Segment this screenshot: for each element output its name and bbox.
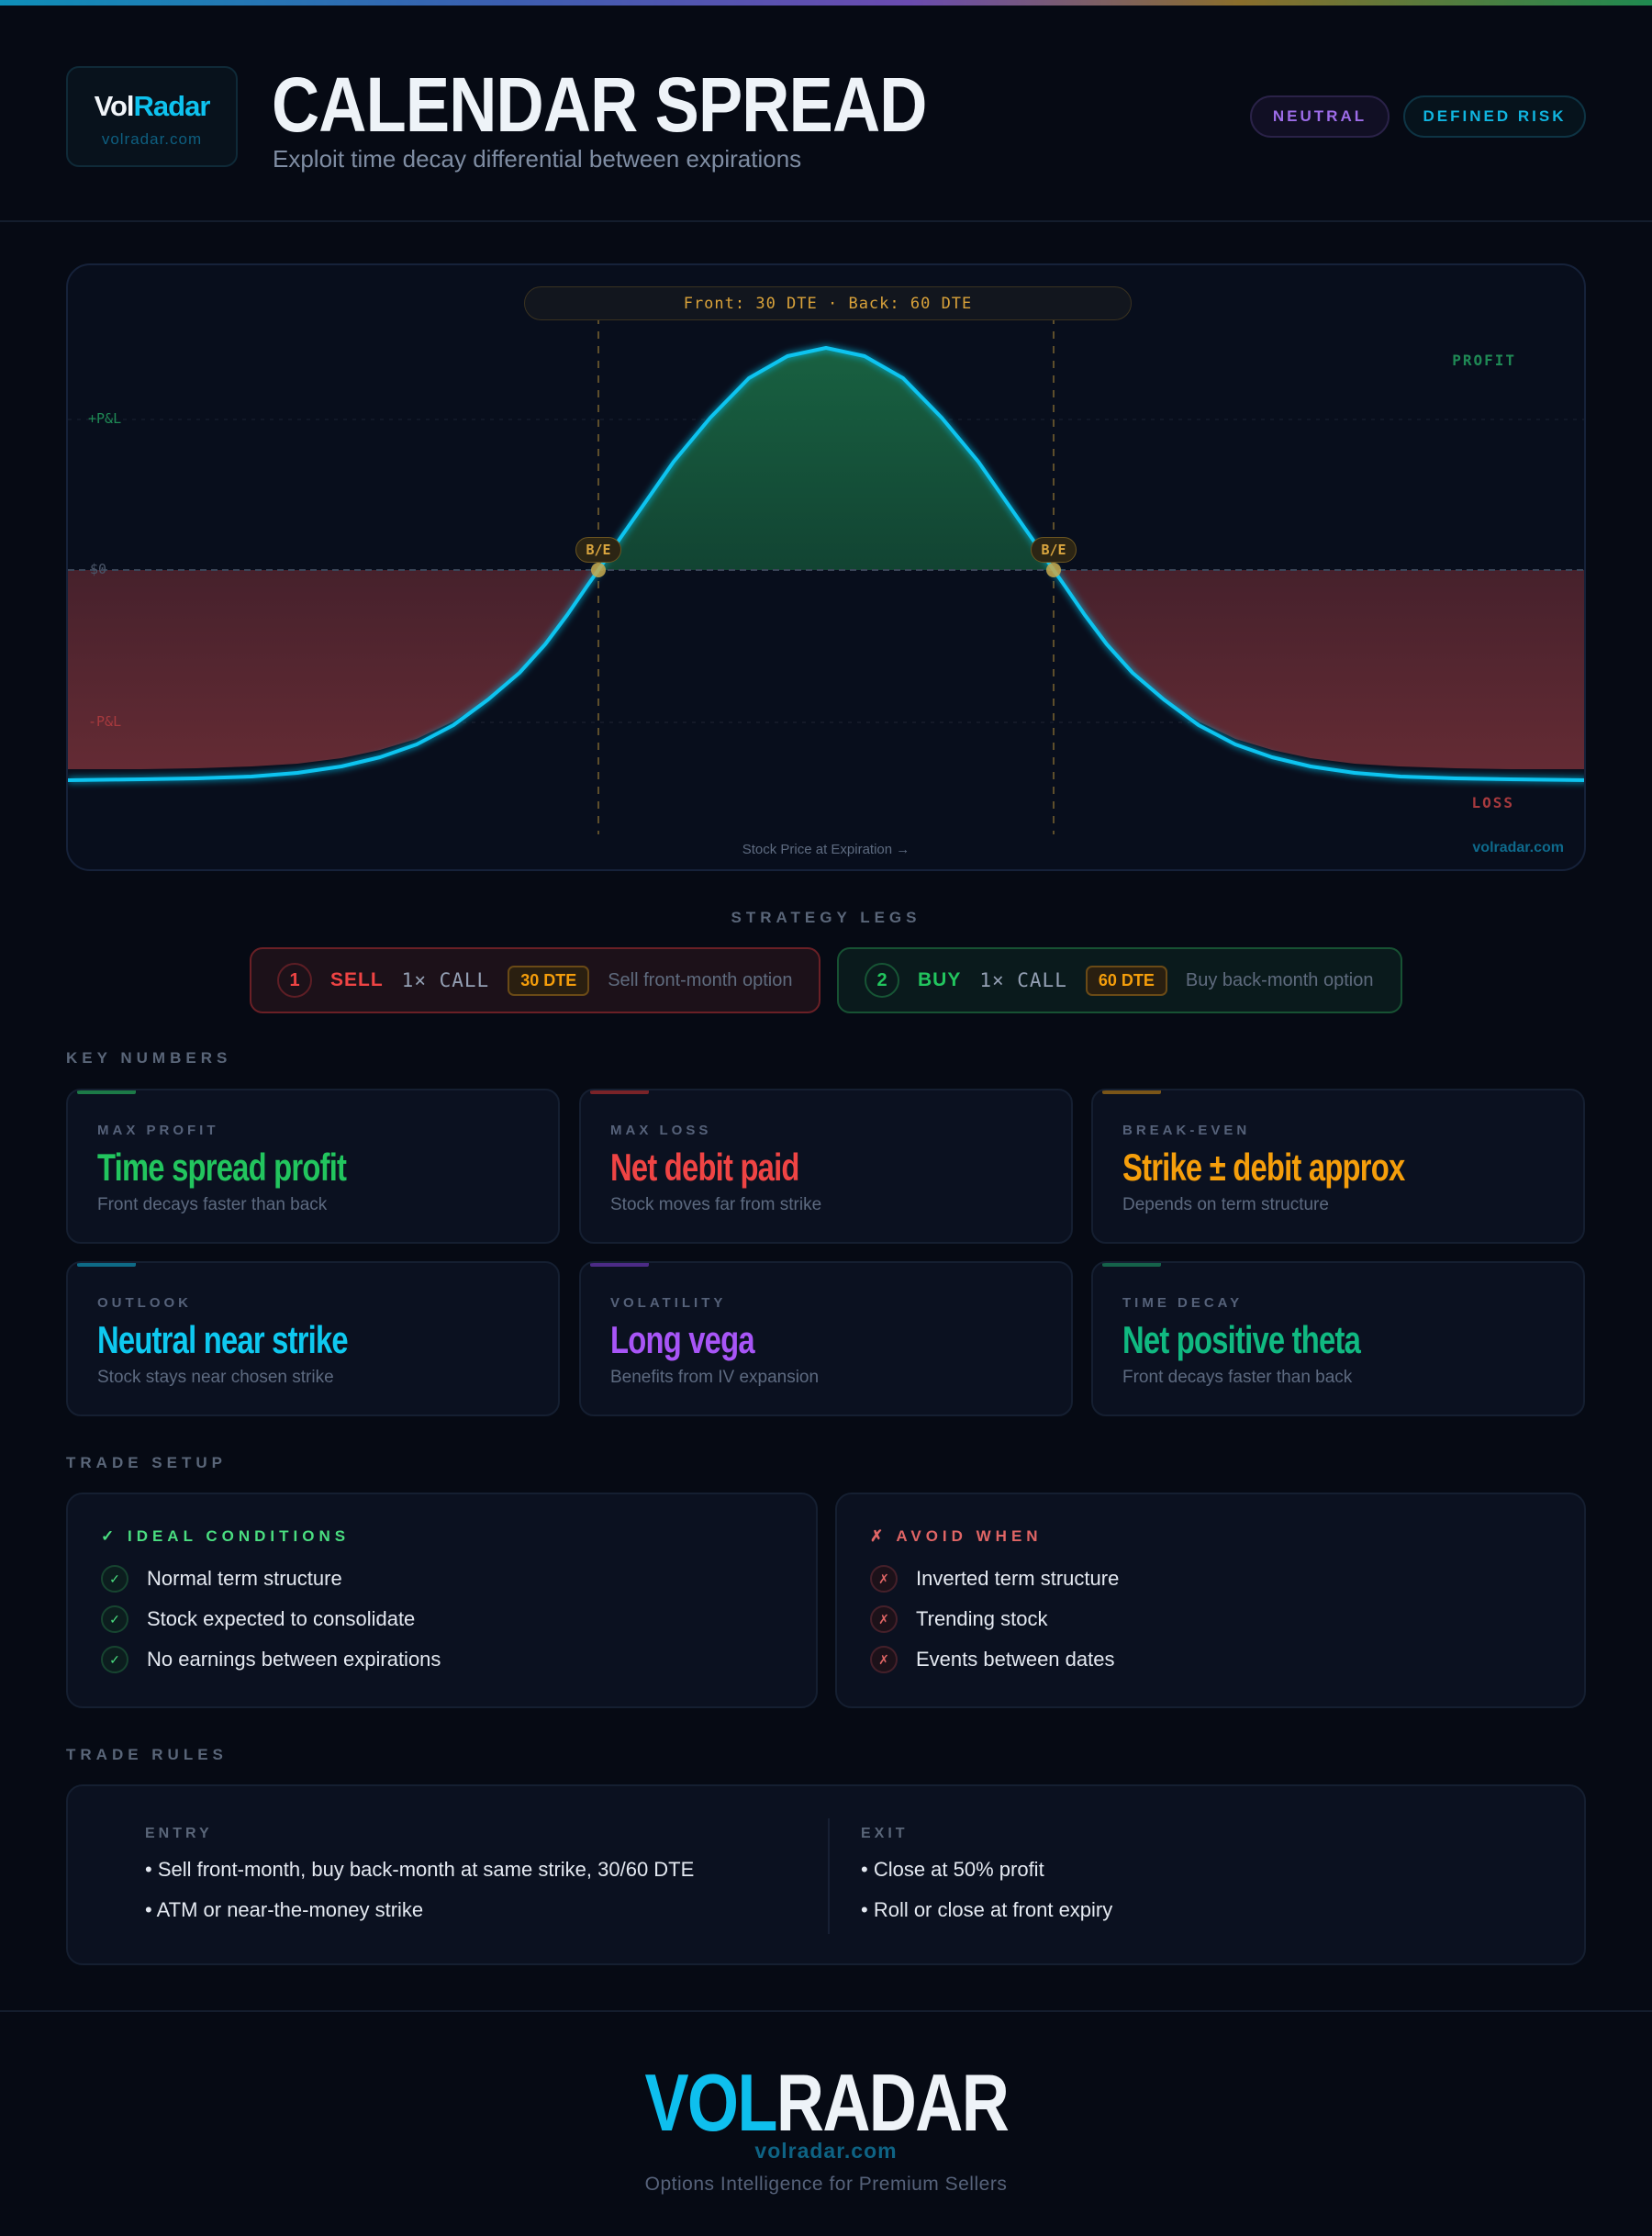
card-value: Long vega: [610, 1318, 755, 1361]
breakeven-marker-right: B/E: [1031, 537, 1077, 563]
leg-quantity: 1× CALL: [401, 969, 490, 991]
strategy-legs-heading: STRATEGY LEGS: [731, 909, 921, 926]
card-label: OUTLOOK: [97, 1295, 192, 1311]
top-gradient-bar: [0, 0, 1652, 6]
card-accent: [1102, 1090, 1161, 1094]
card-value: Net positive theta: [1122, 1318, 1361, 1361]
page-subtitle: Exploit time decay differential between …: [273, 145, 802, 173]
x-axis-label: Stock Price at Expiration →: [742, 842, 910, 857]
card-value: Strike ± debit approx: [1122, 1146, 1405, 1189]
card-subtext: Stock moves far from strike: [610, 1195, 822, 1214]
leg-action: BUY: [918, 969, 962, 990]
defined-risk-badge: DEFINED RISK: [1403, 95, 1586, 138]
logo-url: volradar.com: [101, 130, 203, 148]
footer-url[interactable]: volradar.com: [754, 2139, 898, 2163]
leg-quantity: 1× CALL: [979, 969, 1067, 991]
card-subtext: Benefits from IV expansion: [610, 1368, 820, 1387]
neutral-badge: NEUTRAL: [1250, 95, 1390, 138]
check-icon: ✓: [101, 1646, 128, 1673]
leg-action: SELL: [330, 969, 384, 990]
trade-setup-heading: TRADE SETUP: [66, 1454, 227, 1471]
y-label-positive: +P&L: [88, 410, 122, 427]
leg-description: Buy back-month option: [1185, 969, 1374, 990]
payoff-chart-svg: [68, 302, 1584, 834]
break-even-card: BREAK-EVEN Strike ± debit approx Depends…: [1091, 1089, 1585, 1244]
card-value: Net debit paid: [610, 1146, 799, 1189]
ideal-condition-item: ✓ No earnings between expirations: [101, 1646, 441, 1673]
ideal-condition-item: ✓ Stock expected to consolidate: [101, 1605, 415, 1633]
leg-number-badge: 1: [277, 963, 312, 998]
footer-divider: [0, 2010, 1652, 2012]
avoid-when-panel: ✗ AVOID WHEN ✗ Inverted term structure ✗…: [835, 1493, 1586, 1708]
y-label-negative: -P&L: [88, 713, 122, 730]
card-accent: [590, 1090, 649, 1094]
card-subtext: Depends on term structure: [1122, 1195, 1329, 1214]
card-label: MAX LOSS: [610, 1123, 712, 1138]
card-label: VOLATILITY: [610, 1295, 727, 1311]
ideal-conditions-title: ✓ IDEAL CONDITIONS: [101, 1527, 351, 1545]
exit-rule: • Close at 50% profit: [861, 1858, 1044, 1881]
footer-tagline: Options Intelligence for Premium Sellers: [644, 2174, 1008, 2195]
ideal-condition-item: ✓ Normal term structure: [101, 1565, 342, 1593]
x-icon: ✗: [870, 1646, 898, 1673]
chart-watermark: volradar.com: [1472, 840, 1564, 855]
logo[interactable]: VolRadar volradar.com: [66, 66, 238, 167]
header-divider: [0, 220, 1652, 222]
card-subtext: Front decays faster than back: [1122, 1368, 1353, 1387]
card-label: TIME DECAY: [1122, 1295, 1244, 1311]
exit-heading: EXIT: [861, 1826, 909, 1841]
dte-label: Front: 30 DTE · Back: 60 DTE: [524, 286, 1132, 320]
leg-buy-call: 2 BUY 1× CALL 60 DTE Buy back-month opti…: [837, 947, 1402, 1013]
leg-dte-badge: 60 DTE: [1085, 965, 1167, 996]
card-accent: [590, 1263, 649, 1267]
x-icon: ✗: [870, 1565, 898, 1593]
avoid-condition-item: ✗ Inverted term structure: [870, 1565, 1119, 1593]
rules-divider: [828, 1818, 830, 1934]
volatility-card: VOLATILITY Long vega Benefits from IV ex…: [579, 1261, 1073, 1416]
key-numbers-heading: KEY NUMBERS: [66, 1049, 232, 1067]
card-subtext: Stock stays near chosen strike: [97, 1368, 334, 1387]
avoid-condition-item: ✗ Trending stock: [870, 1605, 1047, 1633]
logo-wordmark: VolRadar: [94, 90, 211, 122]
entry-rule: • Sell front-month, buy back-month at sa…: [145, 1858, 695, 1881]
leg-number-badge: 2: [865, 963, 899, 998]
exit-rule: • Roll or close at front expiry: [861, 1898, 1113, 1921]
card-subtext: Front decays faster than back: [97, 1195, 328, 1214]
entry-rule: • ATM or near-the-money strike: [145, 1898, 424, 1921]
card-label: BREAK-EVEN: [1122, 1123, 1251, 1138]
card-value: Neutral near strike: [97, 1318, 349, 1361]
card-label: MAX PROFIT: [97, 1123, 219, 1138]
profit-label: PROFIT: [1452, 352, 1516, 369]
x-icon: ✗: [870, 1605, 898, 1633]
check-icon: ✓: [101, 1605, 128, 1633]
card-value: Time spread profit: [97, 1146, 347, 1189]
payoff-chart: Front: 30 DTE · Back: 60 DTE +P&L $0 -P&…: [66, 263, 1586, 871]
trade-rules-heading: TRADE RULES: [66, 1746, 228, 1763]
card-accent: [1102, 1263, 1161, 1267]
leg-dte-badge: 30 DTE: [508, 965, 590, 996]
entry-heading: ENTRY: [145, 1826, 213, 1841]
outlook-card: OUTLOOK Neutral near strike Stock stays …: [66, 1261, 560, 1416]
trade-rules-panel: ENTRY • Sell front-month, buy back-month…: [66, 1784, 1586, 1965]
card-accent: [77, 1090, 136, 1094]
y-label-zero: $0: [90, 561, 107, 577]
loss-label: LOSS: [1471, 794, 1514, 811]
avoid-when-title: ✗ AVOID WHEN: [870, 1527, 1043, 1545]
ideal-conditions-panel: ✓ IDEAL CONDITIONS ✓ Normal term structu…: [66, 1493, 818, 1708]
breakeven-marker-left: B/E: [575, 537, 621, 563]
max-profit-card: MAX PROFIT Time spread profit Front deca…: [66, 1089, 560, 1244]
card-accent: [77, 1263, 136, 1267]
leg-sell-call: 1 SELL 1× CALL 30 DTE Sell front-month o…: [250, 947, 820, 1013]
max-loss-card: MAX LOSS Net debit paid Stock moves far …: [579, 1089, 1073, 1244]
check-icon: ✓: [101, 1565, 128, 1593]
footer-logo: VOLRADAR: [644, 2057, 1009, 2148]
leg-description: Sell front-month option: [608, 969, 793, 990]
time-decay-card: TIME DECAY Net positive theta Front deca…: [1091, 1261, 1585, 1416]
page-title: CALENDAR SPREAD: [272, 61, 927, 148]
avoid-condition-item: ✗ Events between dates: [870, 1646, 1114, 1673]
